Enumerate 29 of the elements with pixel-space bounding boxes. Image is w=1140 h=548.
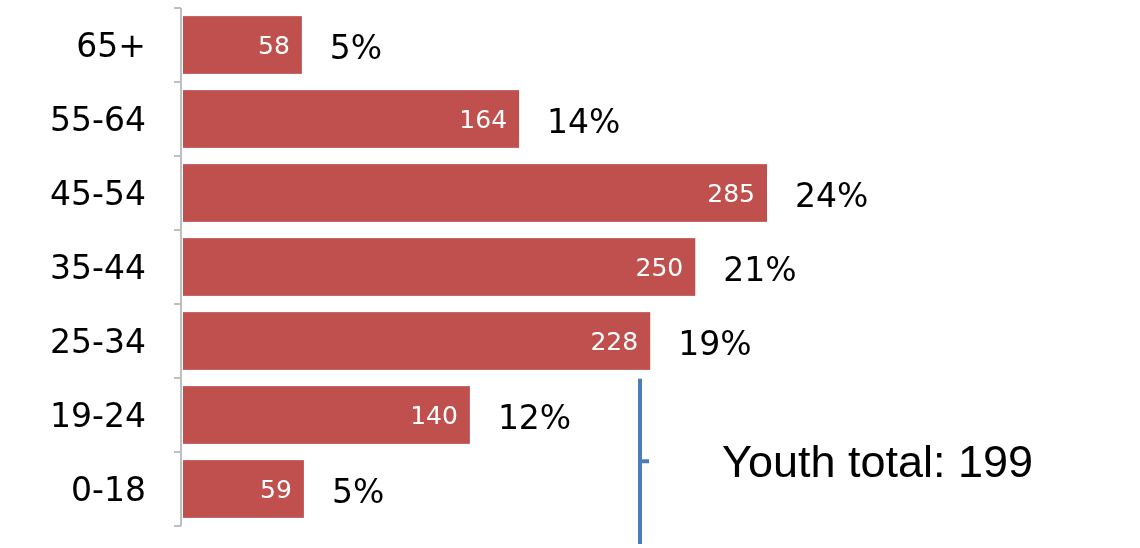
- y-tick-label: 0-18: [71, 469, 146, 509]
- bar: [183, 238, 696, 296]
- data-label: 58: [258, 30, 290, 60]
- data-label: 164: [459, 104, 508, 134]
- annotation: 12%: [497, 397, 572, 437]
- y-tick-label: 45-54: [50, 173, 146, 213]
- annotation: 24%: [795, 175, 869, 215]
- bar: [183, 386, 470, 444]
- bar: [183, 460, 304, 518]
- annotation: Youth total: 199: [722, 436, 1034, 488]
- annotation: 19%: [678, 323, 752, 363]
- bar: [183, 164, 767, 222]
- bar: [183, 90, 520, 148]
- y-tick-label: 25-34: [50, 321, 146, 361]
- y-tick-label: 19-24: [50, 395, 146, 435]
- data-label: 140: [410, 400, 458, 430]
- bar: [183, 16, 302, 74]
- data-label: 250: [635, 252, 684, 282]
- annotation: 21%: [723, 249, 797, 289]
- data-label: 59: [260, 474, 292, 504]
- annotation: 14%: [547, 101, 621, 141]
- data-label: 228: [590, 326, 639, 356]
- y-tick-label: 35-44: [50, 247, 146, 287]
- annotation: 5%: [331, 471, 385, 511]
- bar: [183, 312, 651, 370]
- data-label: 285: [707, 178, 755, 208]
- annotation: 5%: [329, 27, 383, 67]
- y-tick-label: 55-64: [50, 99, 146, 139]
- y-tick-label: 65+: [76, 25, 146, 65]
